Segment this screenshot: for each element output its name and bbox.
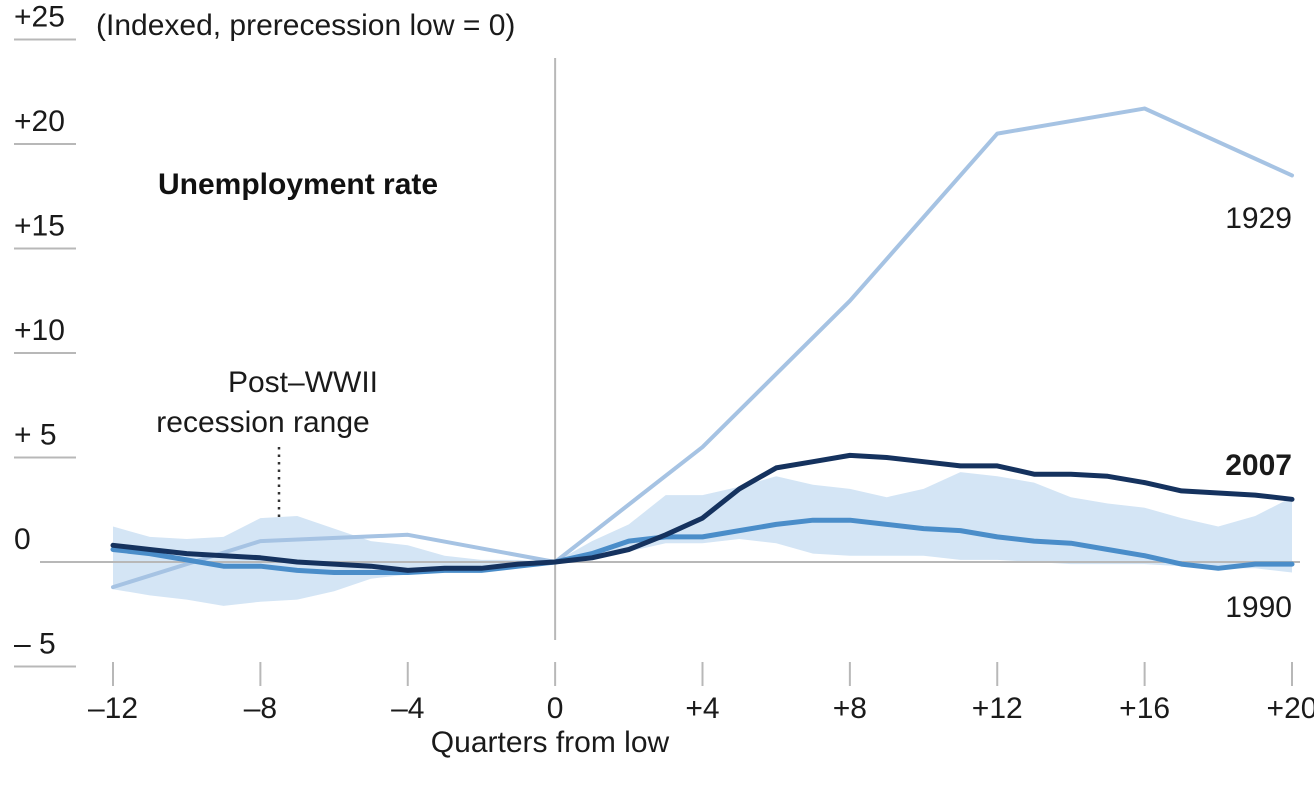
x-tick-label: –4 xyxy=(391,692,424,725)
y-tick-label: +10 xyxy=(14,314,65,347)
series-label-2007: 2007 xyxy=(1225,449,1292,482)
series-label-1990: 1990 xyxy=(1225,591,1292,624)
series-label-1929: 1929 xyxy=(1225,202,1292,235)
x-tick-label: +16 xyxy=(1119,692,1170,725)
y-tick-label: 0 xyxy=(14,523,31,556)
chart-annotation-title: Unemployment rate xyxy=(158,168,438,201)
x-tick-label: +4 xyxy=(685,692,719,725)
x-axis-label: Quarters from low xyxy=(431,726,670,759)
x-tick-label: –12 xyxy=(88,692,138,725)
x-tick-label: +8 xyxy=(833,692,867,725)
y-tick-label: +15 xyxy=(14,210,65,243)
y-tick-label: +25 xyxy=(14,1,65,34)
y-axis-label: (Indexed, prerecession low = 0) xyxy=(96,9,515,42)
y-tick-label: +20 xyxy=(14,105,65,138)
x-tick-label: 0 xyxy=(547,692,564,725)
band-label-line-1: Post–WWII xyxy=(228,366,378,399)
x-tick-label: +20 xyxy=(1267,692,1314,725)
y-tick-label: – 5 xyxy=(14,628,56,661)
y-tick-label: + 5 xyxy=(14,419,57,452)
x-tick-label: +12 xyxy=(972,692,1023,725)
band-label-line-2: recession range xyxy=(156,406,369,439)
x-tick-label: –8 xyxy=(244,692,277,725)
